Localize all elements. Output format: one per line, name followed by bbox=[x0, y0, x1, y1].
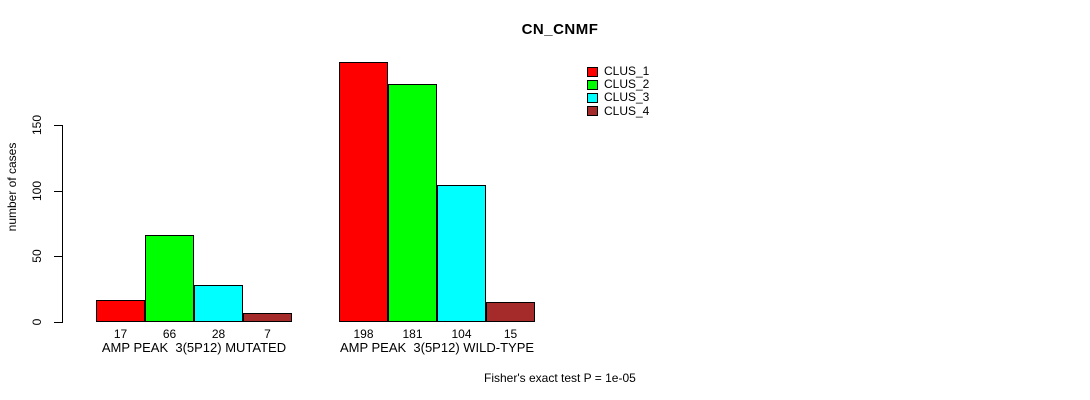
legend-label: CLUS_1 bbox=[604, 64, 650, 78]
legend-swatch-icon bbox=[587, 79, 598, 90]
bar-clus_1 bbox=[96, 300, 145, 322]
group-label: AMP PEAK 3(5P12) MUTATED bbox=[101, 340, 287, 355]
y-tick-mark bbox=[54, 322, 62, 323]
legend-item-clus_3: CLUS_3 bbox=[587, 90, 650, 105]
bar-value-label: 181 bbox=[402, 327, 423, 341]
bar-value-label: 15 bbox=[503, 327, 518, 341]
bar-value-label: 7 bbox=[264, 327, 271, 341]
bar-value-label: 66 bbox=[162, 327, 177, 341]
legend-label: CLUS_4 bbox=[604, 103, 650, 118]
y-tick-label: 100 bbox=[30, 180, 44, 202]
legend-label: CLUS_3 bbox=[604, 90, 650, 105]
bar-value-label: 104 bbox=[451, 327, 472, 341]
legend-item-clus_4: CLUS_4 bbox=[587, 103, 650, 118]
legend-item-clus_1: CLUS_1 bbox=[587, 64, 650, 78]
y-tick-mark bbox=[54, 191, 62, 192]
y-tick-mark bbox=[54, 125, 62, 126]
y-tick-label: 150 bbox=[30, 114, 44, 136]
bar-clus_1 bbox=[339, 62, 388, 322]
legend-label: CLUS_2 bbox=[604, 77, 650, 92]
y-axis-line bbox=[62, 125, 63, 323]
legend-swatch-icon bbox=[587, 92, 598, 103]
bar-clus_3 bbox=[437, 185, 486, 322]
legend-swatch-icon bbox=[587, 106, 598, 117]
y-axis-label: number of cases bbox=[5, 142, 19, 232]
bar-value-label: 198 bbox=[353, 327, 374, 341]
bar-clus_3 bbox=[194, 285, 243, 322]
group-label: AMP PEAK 3(5P12) WILD-TYPE bbox=[339, 340, 535, 355]
chart-title: CN_CNMF bbox=[521, 21, 599, 38]
bar-clus_4 bbox=[486, 302, 535, 322]
fisher-test-note: Fisher's exact test P = 1e-05 bbox=[484, 371, 636, 385]
legend-item-clus_2: CLUS_2 bbox=[587, 77, 650, 92]
bar-value-label: 28 bbox=[211, 327, 226, 341]
y-tick-label: 0 bbox=[30, 318, 44, 326]
bar-value-label: 17 bbox=[113, 327, 128, 341]
bar-clus_4 bbox=[243, 313, 292, 322]
bar-clus_2 bbox=[388, 84, 437, 322]
y-tick-label: 50 bbox=[30, 249, 44, 263]
legend-swatch-icon bbox=[587, 66, 598, 77]
y-tick-mark bbox=[54, 256, 62, 257]
bar-clus_2 bbox=[145, 235, 194, 322]
